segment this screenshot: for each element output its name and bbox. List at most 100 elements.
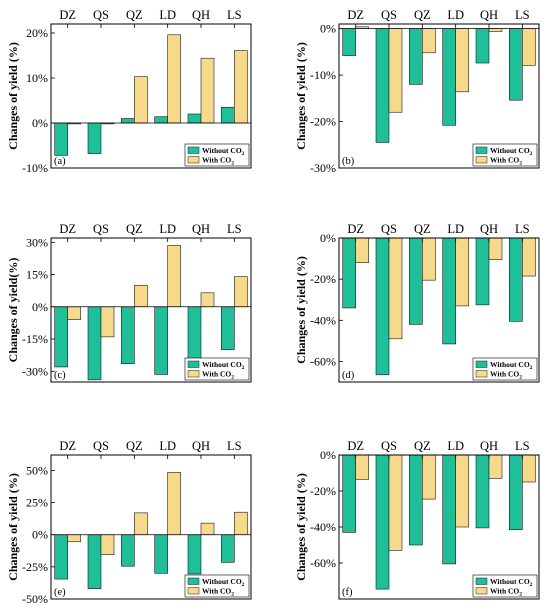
chart-panel: -60% -40% -20% 0% DZ QS QZ LD QH LS Changes of yie… [294, 439, 540, 600]
bar [522, 454, 536, 483]
bar [234, 50, 248, 124]
bar [522, 237, 536, 277]
bar [442, 28, 456, 126]
legend-label: With CO2 [202, 587, 234, 598]
y-tick-label: -25% [22, 560, 48, 574]
chart-panel: -30% -20% -10% 0% DZ QS QZ LD QH LS Changes of yie… [294, 8, 540, 175]
x-tick-label: QS [93, 439, 109, 453]
y-tick-label: -60% [310, 556, 336, 570]
y-tick-label: -20% [310, 484, 336, 498]
bar [234, 511, 248, 536]
bar [54, 534, 68, 580]
bar [422, 28, 436, 54]
bar [388, 454, 403, 551]
x-tick-label: DZ [347, 222, 364, 236]
legend-box [472, 574, 538, 598]
chart-panel: -10% 0% 10% 20% DZ QS QZ LD QH LS Changes of yield… [6, 8, 252, 175]
x-tick-label: QS [381, 439, 397, 453]
x-tick-label: LD [447, 8, 464, 22]
legend-swatch [187, 577, 200, 585]
x-tick-label: DZ [59, 8, 76, 22]
legend-swatch [475, 146, 488, 154]
y-tick-label: 0% [32, 116, 48, 130]
x-tick-label: QZ [414, 439, 431, 453]
legend-label: With CO2 [490, 156, 522, 167]
bar [67, 534, 81, 543]
legend-swatch [475, 587, 488, 595]
bar [342, 28, 356, 56]
bar [455, 454, 469, 528]
x-tick-label: LS [515, 8, 530, 22]
bar [200, 522, 215, 536]
bar [375, 237, 390, 376]
y-tick-label: -10% [310, 68, 336, 82]
bar [134, 284, 148, 308]
y-tick-label: 0% [320, 231, 336, 245]
bar [187, 113, 202, 124]
bar [200, 57, 215, 124]
x-tick-label: LS [227, 222, 242, 236]
bar [121, 534, 135, 567]
legend-label: Without CO2 [490, 577, 533, 588]
bar [475, 237, 490, 306]
bar [234, 276, 248, 308]
bar [475, 454, 490, 529]
plot-frame [50, 237, 252, 383]
legend-label: With CO2 [490, 370, 522, 381]
plot-frame [50, 454, 252, 600]
panel-label: (a) [54, 156, 66, 167]
legend-swatch [187, 146, 200, 154]
bar [167, 245, 181, 308]
bar [87, 122, 102, 154]
legend-label: With CO2 [202, 156, 234, 167]
legend-label: Without CO2 [202, 577, 245, 588]
bar [342, 454, 356, 533]
bar [375, 28, 390, 143]
y-axis-label: Changes of yield (%) [294, 256, 308, 364]
legend-swatch [187, 360, 200, 368]
panel-label: (e) [54, 587, 66, 598]
x-tick-label: QH [192, 222, 210, 236]
bar [509, 237, 523, 322]
y-tick-label: 50% [26, 463, 48, 477]
bar [409, 454, 423, 546]
y-tick-label: 15% [26, 268, 48, 282]
x-tick-label: QH [192, 8, 210, 22]
bar [134, 512, 148, 536]
bar [342, 237, 356, 309]
bar [134, 76, 148, 124]
x-tick-label: LD [159, 222, 176, 236]
bar [409, 28, 423, 85]
x-tick-label: LD [159, 439, 176, 453]
panel-label: (b) [342, 156, 355, 167]
y-tick-label: -40% [310, 520, 336, 534]
bar [488, 237, 503, 260]
bar [221, 106, 235, 124]
chart-panel: -60% -40% -20% 0% DZ QS QZ LD QH LS Changes of yie… [294, 222, 540, 383]
bar [509, 454, 523, 530]
bar [100, 306, 115, 338]
bar [87, 534, 102, 590]
legend-label: Without CO2 [490, 146, 533, 157]
legend-label: With CO2 [490, 587, 522, 598]
legend-label: Without CO2 [202, 146, 245, 157]
x-tick-label: LS [515, 439, 530, 453]
x-tick-label: QS [93, 8, 109, 22]
bar [167, 34, 181, 124]
y-tick-label: 20% [26, 26, 48, 40]
x-tick-label: DZ [59, 222, 76, 236]
legend-swatch [475, 360, 488, 368]
bar [488, 28, 503, 32]
x-tick-label: QZ [126, 222, 143, 236]
legend-swatch [475, 577, 488, 585]
bar [422, 237, 436, 281]
y-axis-label: Changes of yield (%) [294, 42, 308, 150]
y-tick-label: 0% [32, 300, 48, 314]
x-tick-label: QZ [414, 222, 431, 236]
x-tick-label: QH [480, 8, 498, 22]
chart-panel: -50% -25% 0% 25% 50% DZ QS QZ LD QH LS Changes of y… [6, 439, 252, 606]
y-tick-label: -20% [310, 272, 336, 286]
